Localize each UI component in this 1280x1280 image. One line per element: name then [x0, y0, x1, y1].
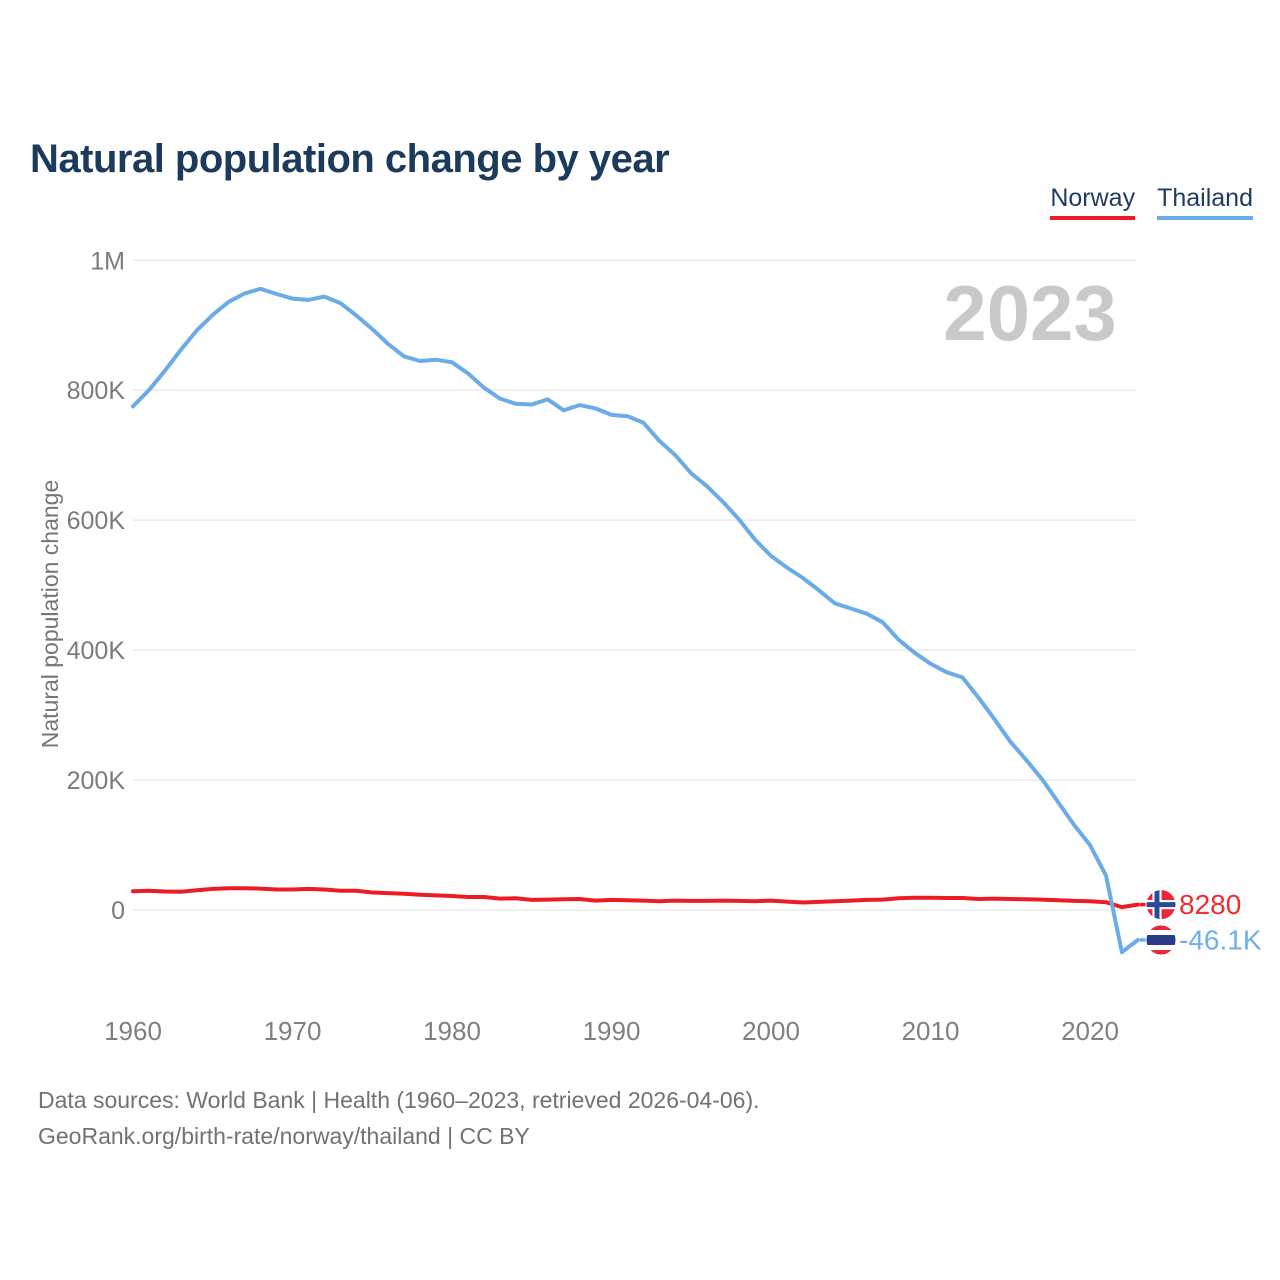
page-title: Natural population change by year — [30, 136, 670, 181]
source-line-1: Data sources: World Bank | Health (1960–… — [38, 1087, 760, 1113]
end-value-label-norway: 8280 — [1179, 889, 1241, 920]
y-axis-tick-labels: 0 200K 400K 600K 800K 1M — [67, 247, 126, 925]
series-line-thailand[interactable] — [131, 286, 1140, 955]
x-tick-label: 2000 — [742, 1016, 800, 1046]
x-tick-label: 2020 — [1061, 1016, 1119, 1046]
y-tick-label: 1M — [90, 247, 125, 275]
source-attribution: Data sources: World Bank | Health (1960–… — [38, 1082, 760, 1154]
gridlines — [133, 259, 1136, 911]
series-line-norway[interactable] — [131, 886, 1140, 910]
legend-item-norway[interactable]: Norway — [1050, 184, 1136, 220]
y-tick-label: 400K — [67, 637, 126, 665]
x-tick-label: 2010 — [902, 1016, 960, 1046]
x-tick-label: 1970 — [264, 1016, 322, 1046]
y-tick-label: 0 — [111, 897, 125, 925]
leader-dashes — [1139, 902, 1146, 942]
y-tick-label: 200K — [67, 767, 126, 795]
x-tick-label: 1960 — [104, 1016, 162, 1046]
y-axis-title: Natural population change — [37, 480, 63, 749]
y-tick-label: 800K — [67, 377, 126, 405]
legend-item-thailand[interactable]: Thailand — [1157, 184, 1253, 220]
end-value-label-thailand: -46.1K — [1179, 925, 1262, 956]
chart-watermark: 2023 — [943, 269, 1117, 357]
x-tick-label: 1980 — [423, 1016, 481, 1046]
source-line-2: GeoRank.org/birth-rate/norway/thailand |… — [38, 1123, 530, 1149]
legend: Norway Thailand — [1050, 184, 1253, 220]
thailand-flag-icon — [1145, 924, 1177, 956]
y-tick-label: 600K — [67, 507, 126, 535]
x-axis-tick-labels: 1960 1970 1980 1990 2000 2010 2020 — [104, 1016, 1119, 1046]
norway-flag-icon — [1145, 889, 1177, 921]
x-tick-label: 1990 — [583, 1016, 641, 1046]
